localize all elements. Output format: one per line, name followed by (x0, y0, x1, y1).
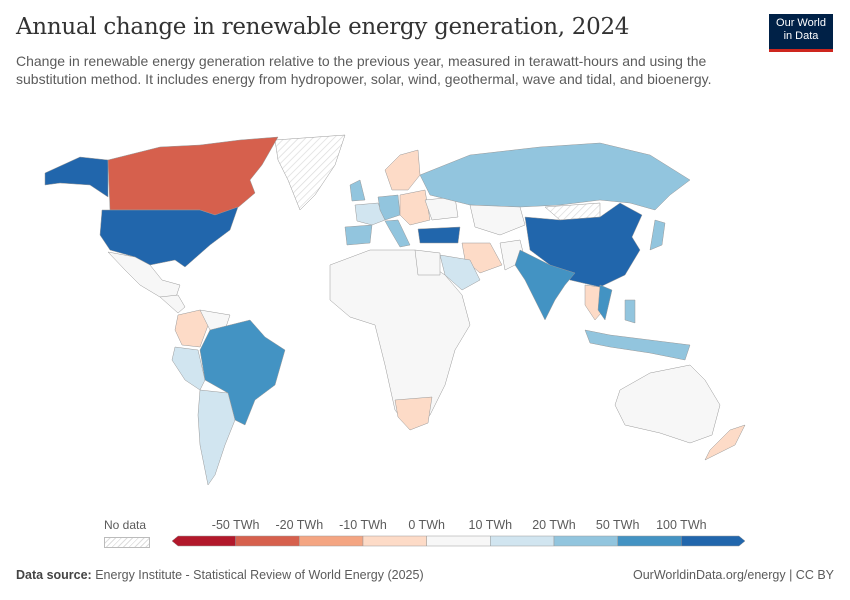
country-kazakhstan[interactable] (469, 204, 526, 236)
legend-tick-label: -20 TWh (275, 518, 324, 532)
logo-line1: Our World (776, 17, 826, 29)
source-text: Energy Institute - Statistical Review of… (95, 568, 424, 582)
footer-source: Data source: Energy Institute - Statisti… (16, 568, 424, 582)
legend-bin[interactable] (617, 535, 682, 547)
legend-bar (171, 535, 746, 547)
no-data-label: No data (104, 518, 147, 532)
country-central-america[interactable] (159, 294, 186, 314)
legend-bin[interactable] (299, 535, 364, 547)
country-canada[interactable] (107, 136, 279, 216)
country-usa[interactable] (99, 206, 239, 268)
footer-url[interactable]: OurWorldinData.org/energy | CC BY (632, 568, 834, 582)
no-data-swatch (104, 537, 150, 548)
country-south-cone[interactable] (197, 389, 236, 486)
legend-bin[interactable] (235, 535, 300, 547)
legend-tick-label: 20 TWh (532, 518, 576, 532)
country-egypt[interactable] (414, 249, 441, 276)
world-map (44, 134, 746, 486)
country-mexico[interactable] (107, 251, 181, 301)
legend-bin[interactable] (553, 535, 618, 547)
country-vietnam[interactable] (597, 284, 613, 321)
country-brazil[interactable] (199, 319, 286, 426)
country-germany[interactable] (377, 194, 401, 221)
logo-line2: in Data (783, 30, 819, 42)
country-alaska[interactable] (44, 156, 109, 198)
country-south-africa[interactable] (394, 396, 433, 431)
legend-tick-label: -10 TWh (339, 518, 387, 532)
legend-tick-label: 0 TWh (408, 518, 445, 532)
country-peru[interactable] (171, 346, 206, 391)
country-italy[interactable] (384, 219, 411, 248)
owid-logo[interactable]: Our World in Data (769, 14, 833, 52)
country-japan[interactable] (649, 219, 666, 251)
legend-bin[interactable] (171, 535, 236, 547)
country-turkey[interactable] (417, 226, 461, 244)
country-france[interactable] (354, 202, 386, 226)
chart-subtitle: Change in renewable energy generation re… (16, 53, 712, 87)
color-legend: No data -50 TWh -20 TWh -10 TWh 0 TWh 10 TWh… (0, 515, 850, 555)
legend-bin[interactable] (362, 535, 427, 547)
legend-bin[interactable] (426, 535, 491, 547)
country-indonesia[interactable] (584, 329, 691, 361)
legend-bin[interactable] (490, 535, 555, 547)
country-scandinavia[interactable] (384, 149, 421, 191)
chart-title: Annual change in renewable energy genera… (16, 14, 630, 40)
legend-tick-label: 50 TWh (595, 518, 640, 532)
legend-tick-label: -50 TWh (211, 518, 260, 532)
legend-tick-label: 10 TWh (468, 518, 513, 532)
country-eastern-europe[interactable] (399, 189, 431, 226)
country-spain[interactable] (344, 224, 373, 246)
country-australia[interactable] (614, 364, 721, 444)
legend-tick-label: 100 TWh (656, 518, 707, 532)
legend-bin[interactable] (681, 535, 746, 547)
country-greenland[interactable] (274, 134, 346, 211)
country-saudi-arabia[interactable] (439, 254, 481, 291)
country-russia[interactable] (419, 142, 691, 211)
country-philippines[interactable] (624, 299, 636, 324)
country-new-zealand[interactable] (704, 424, 746, 461)
country-india[interactable] (514, 249, 576, 321)
country-uk[interactable] (349, 179, 366, 202)
source-label: Data source: (16, 568, 92, 582)
